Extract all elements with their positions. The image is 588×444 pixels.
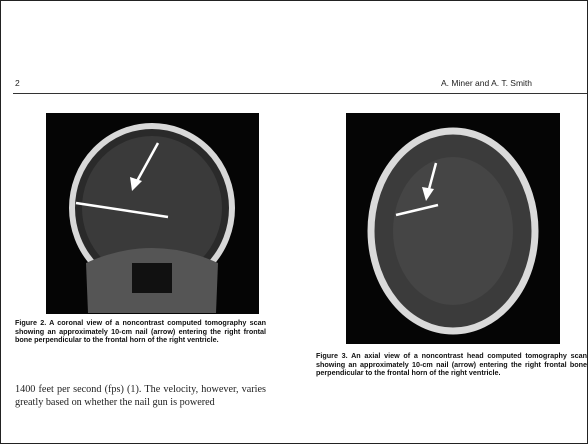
document-page: 2 A. Miner and A. T. Smith Figure 2. A c… — [0, 0, 588, 444]
figure-caption: Figure 3. An axial view of a noncontrast… — [316, 352, 587, 378]
body-paragraph: 1400 feet per second (fps) (1). The velo… — [15, 383, 266, 412]
figure-caption: Figure 2. A coronal view of a noncontras… — [15, 319, 266, 345]
figure-image — [46, 113, 259, 314]
figure-image — [346, 113, 560, 344]
running-head: A. Miner and A. T. Smith — [441, 78, 532, 88]
page-number: 2 — [15, 78, 20, 88]
header-rule — [13, 93, 588, 94]
